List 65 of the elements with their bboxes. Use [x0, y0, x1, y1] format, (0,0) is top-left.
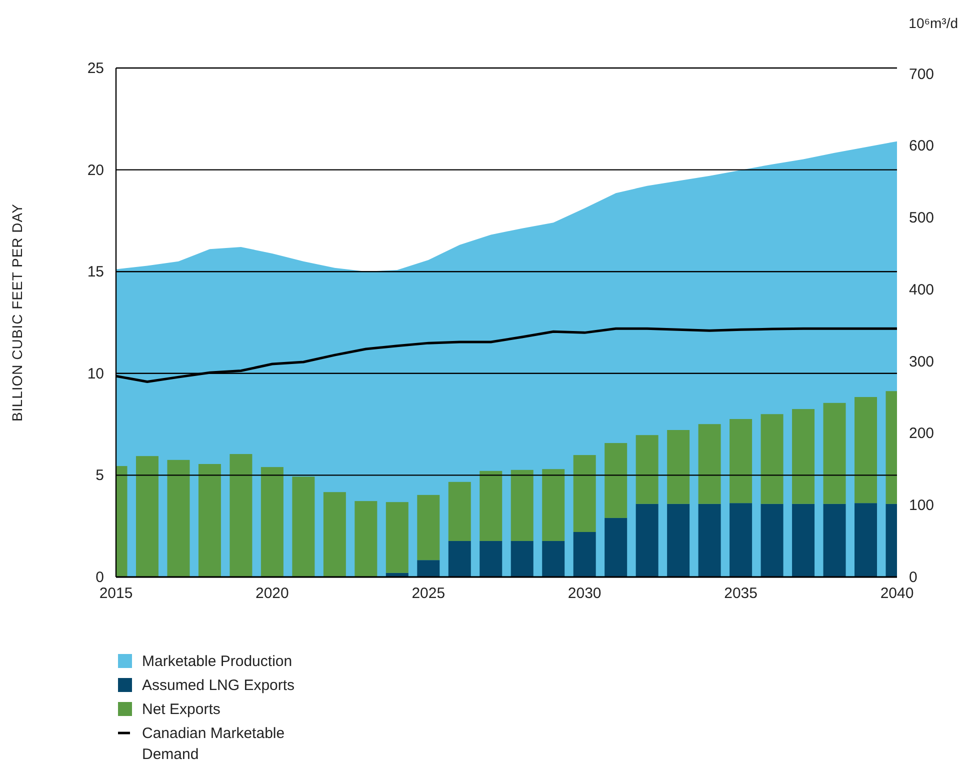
bar	[667, 504, 690, 577]
bar	[542, 469, 565, 541]
y-tick-label: 20	[87, 162, 104, 179]
legend-label: Canadian Marketable Demand	[142, 725, 285, 763]
bar	[386, 502, 408, 573]
y-tick-label: 5	[96, 467, 104, 484]
y2-tick-label: 700	[909, 66, 934, 83]
bar	[854, 397, 878, 504]
bar	[417, 560, 440, 577]
bar	[198, 464, 221, 577]
y2-axis-title: 10⁶m³/d	[908, 15, 958, 31]
bar	[292, 476, 315, 577]
bar	[636, 504, 658, 577]
bar	[542, 540, 565, 577]
bar	[167, 460, 190, 577]
bar	[448, 482, 471, 541]
bar	[760, 414, 784, 504]
bar	[698, 504, 721, 577]
bar	[760, 504, 784, 577]
y2-tick-label: 0	[909, 569, 918, 586]
bar	[480, 470, 502, 541]
x-tick-label: 2040	[880, 585, 914, 602]
x-tick-label: 2025	[412, 585, 446, 602]
bar	[323, 492, 346, 577]
bar	[730, 503, 752, 577]
y2-tick-label: 200	[909, 425, 934, 442]
bar	[354, 501, 378, 577]
bar	[823, 402, 846, 504]
bar	[136, 456, 158, 577]
bar	[480, 540, 502, 577]
x-tick-label: 2030	[568, 585, 602, 602]
bar	[667, 430, 690, 504]
bar	[636, 435, 658, 504]
bar	[792, 504, 815, 577]
y2-tick-label: 100	[909, 497, 934, 514]
x-tick-label: 2015	[99, 585, 133, 602]
legend-label: Marketable Production	[142, 653, 292, 670]
y2-tick-label: 300	[909, 353, 934, 370]
y-tick-label: 25	[87, 60, 104, 77]
x-tick-label: 2035	[724, 585, 758, 602]
bar	[604, 443, 628, 518]
y2-tick-label: 500	[909, 210, 934, 227]
legend-label: Assumed LNG Exports	[142, 677, 295, 694]
bar	[604, 518, 628, 577]
y-tick-label: 0	[96, 569, 104, 586]
bar	[573, 455, 596, 532]
bar	[854, 503, 878, 577]
y-tick-label: 10	[87, 365, 104, 382]
x-tick-label: 2020	[256, 585, 289, 602]
bar	[823, 504, 846, 577]
y2-tick-label: 400	[909, 281, 934, 298]
bar	[510, 540, 534, 577]
y2-tick-label: 600	[909, 138, 934, 155]
bar	[730, 419, 752, 504]
bar	[698, 424, 721, 504]
bar	[260, 467, 284, 577]
y-axis-title: BILLION CUBIC FEET PER DAY	[9, 203, 25, 422]
bar	[417, 494, 440, 560]
bar	[448, 540, 471, 577]
y-tick-label: 15	[87, 264, 104, 281]
legend-label: Net Exports	[142, 701, 220, 718]
bar	[510, 470, 534, 541]
bar	[792, 409, 815, 504]
bar	[230, 454, 252, 577]
bar	[573, 532, 596, 577]
